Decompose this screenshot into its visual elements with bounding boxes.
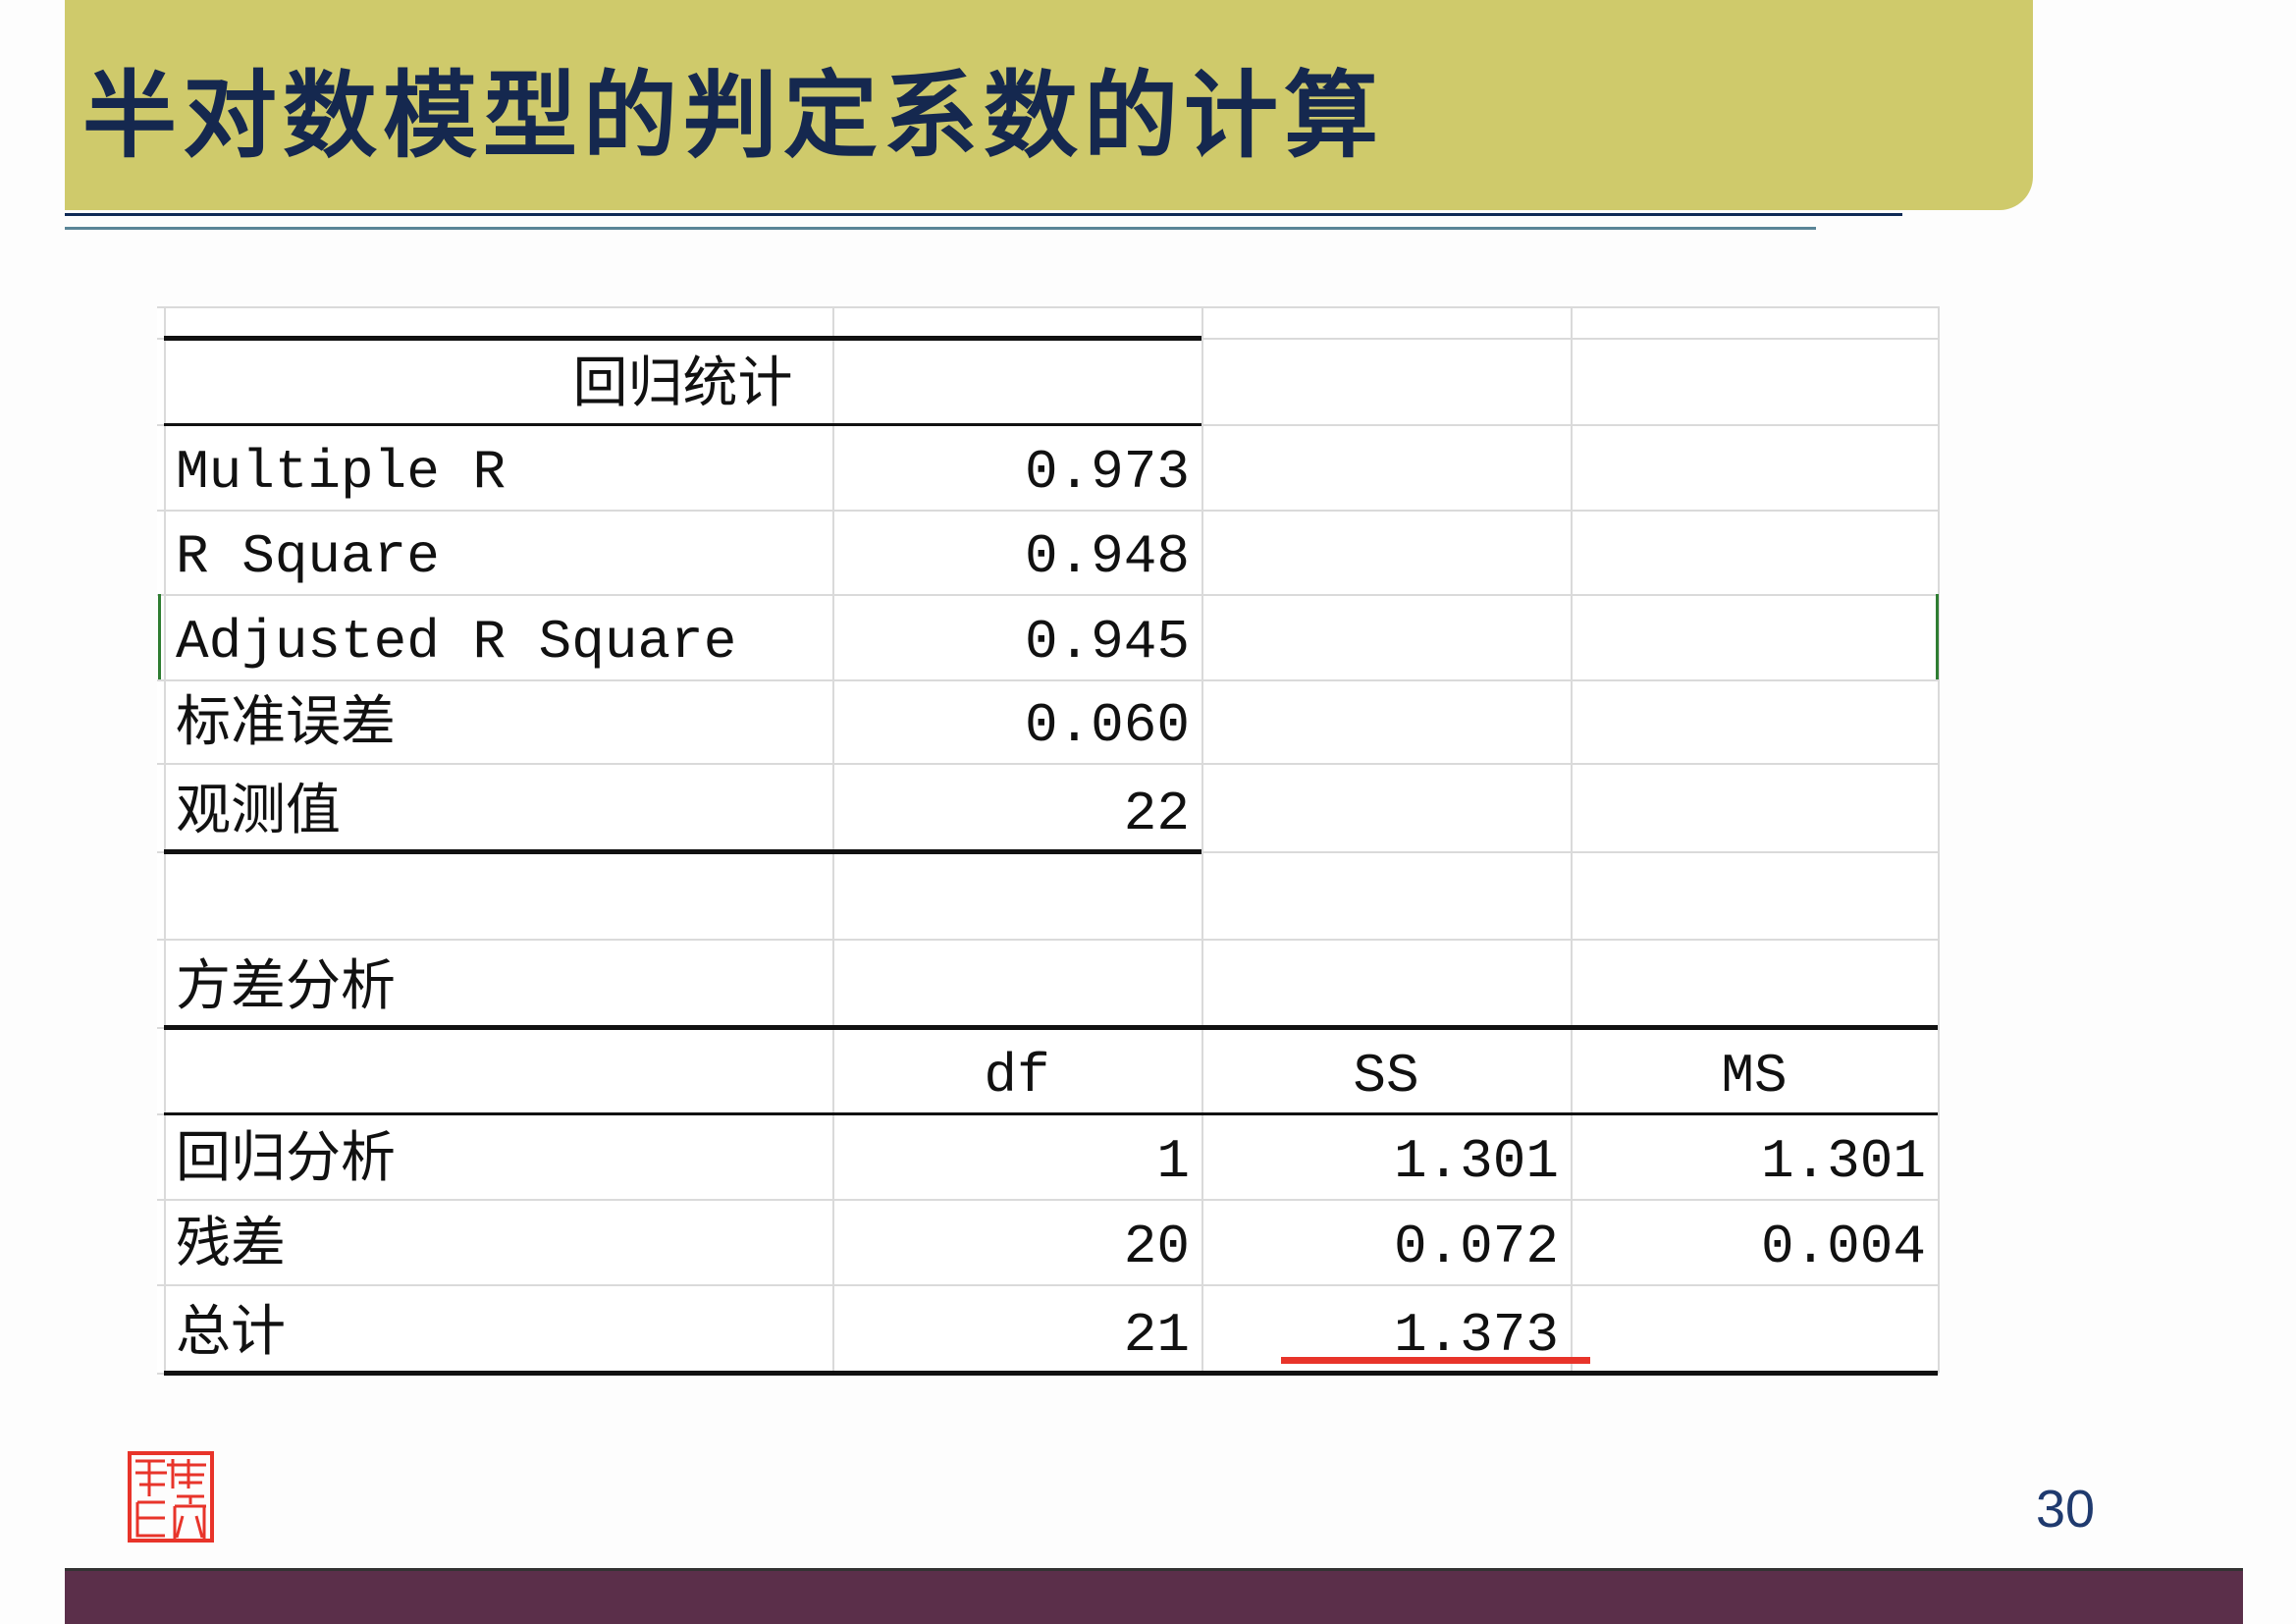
table-border xyxy=(164,1112,1938,1115)
regression-stats-header: 回归统计 xyxy=(572,355,793,418)
table-border xyxy=(164,849,1201,854)
stat-value: 0.945 xyxy=(1024,611,1190,674)
anova-ms: 0.004 xyxy=(1760,1216,1926,1278)
footer-bar xyxy=(65,1568,2243,1624)
grid-column-line xyxy=(1571,306,1573,1373)
anova-row-label: 残差 xyxy=(176,1216,286,1278)
stat-value: 0.948 xyxy=(1024,525,1190,588)
stat-label: R Square xyxy=(176,525,440,588)
selection-border xyxy=(1936,594,1939,679)
grid-row-line xyxy=(157,939,1939,941)
stat-label: 标准误差 xyxy=(176,694,396,757)
anova-ms: 1.301 xyxy=(1760,1130,1926,1193)
page-number: 30 xyxy=(2036,1480,2096,1539)
anova-ss: 0.072 xyxy=(1393,1216,1559,1278)
table-border xyxy=(164,1371,1938,1376)
table-border xyxy=(164,1025,1938,1030)
anova-column-header: MS xyxy=(1721,1045,1788,1108)
anova-row-label: 总计 xyxy=(176,1304,286,1367)
seal-logo xyxy=(128,1451,214,1543)
anova-column-header: SS xyxy=(1353,1045,1419,1108)
title-banner xyxy=(65,0,2033,210)
anova-ss: 1.373 xyxy=(1393,1304,1559,1367)
grid-row-line xyxy=(157,510,1939,512)
grid-row-line xyxy=(157,679,1939,681)
stat-value: 22 xyxy=(1123,783,1190,845)
stat-value: 0.060 xyxy=(1024,694,1190,757)
table-border xyxy=(164,336,1201,341)
grid-row-line xyxy=(157,306,1939,308)
anova-df: 1 xyxy=(1156,1130,1190,1193)
stat-value: 0.973 xyxy=(1024,441,1190,504)
grid-column-line xyxy=(1201,306,1203,1373)
stat-label: Multiple R xyxy=(176,441,507,504)
grid-row-line xyxy=(157,1199,1939,1201)
grid-column-line xyxy=(832,306,834,1373)
selection-border xyxy=(158,594,161,679)
anova-row-label: 回归分析 xyxy=(176,1130,396,1193)
anova-column-header: df xyxy=(984,1045,1050,1108)
grid-column-line xyxy=(1938,306,1940,1373)
anova-df: 20 xyxy=(1123,1216,1190,1278)
anova-ms xyxy=(1571,1284,1938,1373)
anova-ss: 1.301 xyxy=(1393,1130,1559,1193)
title-divider-secondary xyxy=(65,227,1816,230)
spreadsheet-screenshot xyxy=(157,304,1939,1377)
grid-row-line xyxy=(157,763,1939,765)
grid-column-line xyxy=(164,306,166,1373)
anova-header: 方差分析 xyxy=(176,958,396,1021)
title-divider xyxy=(65,213,1902,216)
stat-label: 观测值 xyxy=(176,783,341,845)
grid-row-line xyxy=(157,1284,1939,1286)
anova-df: 21 xyxy=(1123,1304,1190,1367)
table-border xyxy=(164,423,1201,426)
highlight-underline xyxy=(1281,1357,1590,1364)
stat-label: Adjusted R Square xyxy=(176,611,737,674)
grid-row-line xyxy=(157,594,1939,596)
slide-title: 半对数模型的判定系数的计算 xyxy=(82,60,1384,171)
